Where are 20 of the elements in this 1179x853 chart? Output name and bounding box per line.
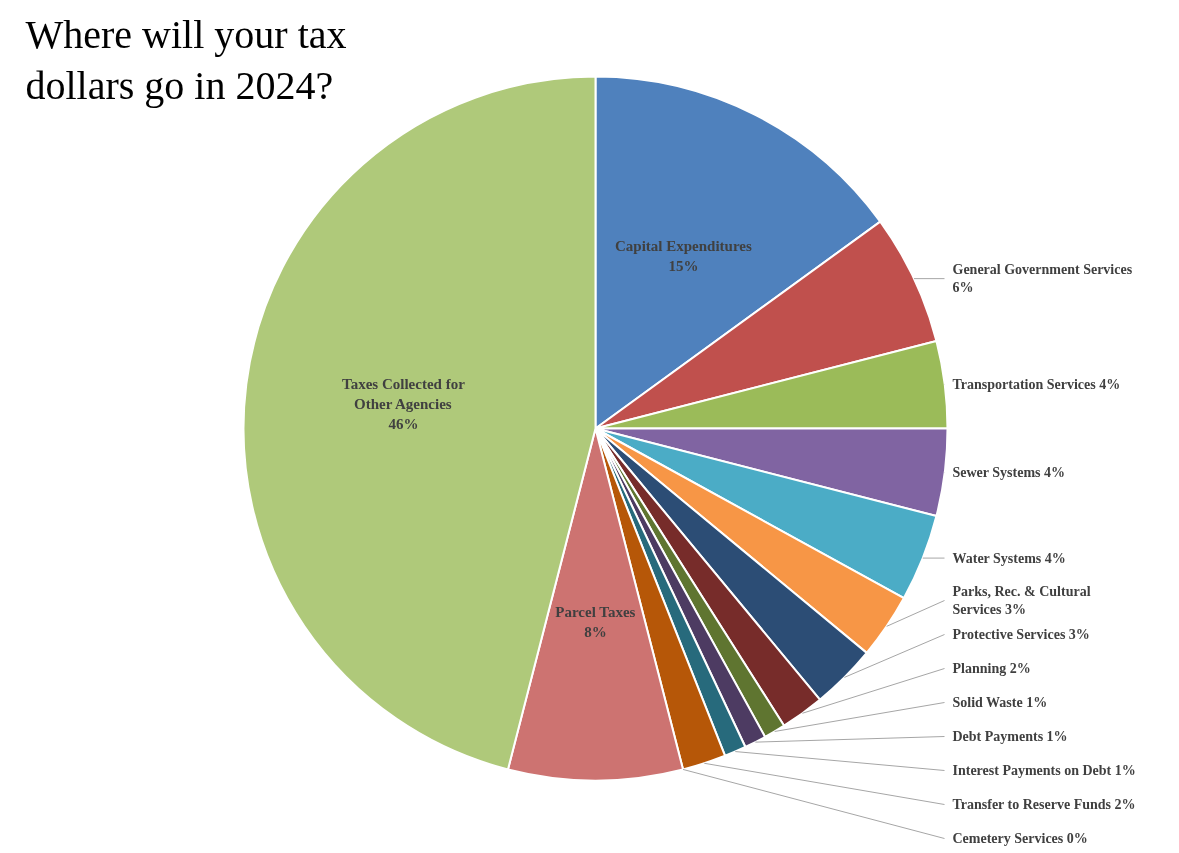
slice-label: Taxes Collected for Other Agencies — [342, 376, 466, 413]
slice-label: Transportation Services 4% — [952, 376, 1121, 392]
slice-label: Planning 2% — [952, 661, 1031, 676]
slice-label: Interest Payments on Debt 1% — [952, 763, 1136, 778]
slice-label: Parks, Rec. & Cultural Services 3% — [952, 584, 1091, 617]
data-label: 8% — [584, 624, 607, 641]
slice-label: Protective Services 3% — [952, 627, 1090, 642]
slice-label: Water Systems 4% — [952, 550, 1066, 566]
slice-label: Solid Waste 1% — [952, 695, 1048, 710]
data-label: 6% — [952, 280, 974, 296]
category-label: Cemetery Services 0% — [952, 831, 1088, 846]
slice-label: Sewer Systems 4% — [952, 465, 1066, 481]
slice-label: Capital Expenditures — [614, 238, 752, 254]
slice-label: Parcel Taxes — [555, 604, 636, 621]
slice-label: Debt Payments 1% — [952, 729, 1068, 744]
chart-title: Where will your tax dollars go in 2024? — [25, 11, 347, 109]
data-label: 46% — [388, 416, 419, 433]
data-label: 15% — [668, 258, 699, 274]
slice-label: Transfer to Reserve Funds 2% — [952, 797, 1136, 812]
slice-label: General Government Services — [952, 262, 1133, 278]
